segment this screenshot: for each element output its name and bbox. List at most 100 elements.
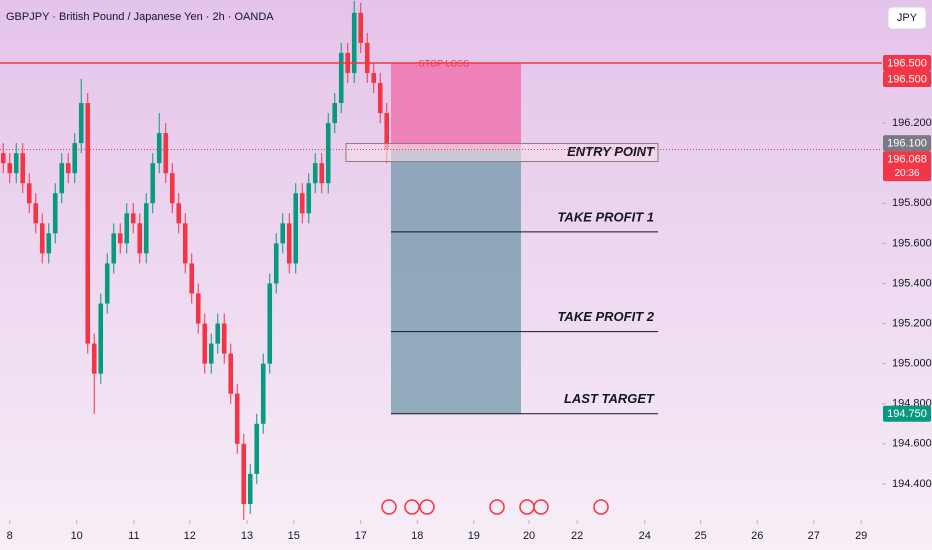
candle-body	[78, 103, 84, 144]
candle-body	[143, 203, 149, 254]
price-badge-label: 196.068	[887, 154, 927, 166]
candle-body	[325, 123, 331, 184]
candle-body	[85, 103, 91, 344]
x-tick-label: 25	[695, 530, 707, 542]
candle-body	[306, 183, 312, 214]
price-badge	[883, 405, 931, 422]
candle-body	[241, 443, 247, 504]
x-tick-label: 26	[751, 530, 763, 542]
candle-body	[20, 153, 26, 184]
event-icons	[381, 499, 609, 515]
level-label: ENTRY POINT	[567, 144, 655, 159]
x-tick-label: 27	[808, 530, 820, 542]
stop-zone	[390, 62, 521, 150]
x-tick-label: 29	[855, 530, 867, 542]
level-label: TAKE PROFIT 1	[557, 209, 654, 224]
candle-body	[111, 233, 117, 264]
currency[interactable]: JPY	[897, 12, 918, 24]
candle-body	[358, 12, 364, 43]
candle-body	[260, 363, 266, 424]
price-badge-label: 196.100	[887, 138, 927, 150]
candle-body	[39, 223, 45, 254]
chart-title: GBPJPY · British Pound / Japanese Yen · …	[6, 11, 274, 23]
candle-body	[72, 143, 78, 174]
x-tick-label: 22	[571, 530, 583, 542]
price-badge	[883, 70, 931, 87]
candle-body	[182, 223, 188, 264]
x-tick-label: 12	[184, 530, 196, 542]
candle-body	[13, 153, 19, 174]
price-badge-sub: 20:36	[894, 168, 919, 179]
currency-button[interactable]	[887, 6, 927, 30]
candle-body	[156, 133, 162, 164]
candle-body	[293, 193, 299, 264]
candle-body	[189, 263, 195, 294]
candle-body	[267, 283, 273, 364]
candle-body	[150, 163, 156, 204]
y-tick-label: 194.600	[892, 438, 932, 450]
y-tick-label: 196.200	[892, 117, 932, 129]
y-tick-label: 194.400	[892, 478, 932, 490]
candle-body	[7, 163, 13, 174]
candle-body	[195, 293, 201, 324]
profit-zone	[390, 149, 521, 414]
candle-body	[215, 323, 221, 344]
candle-body	[124, 213, 130, 244]
candle-body	[33, 203, 39, 224]
candle-body	[228, 353, 234, 394]
candle-body	[208, 343, 214, 364]
x-tick-label: 17	[355, 530, 367, 542]
candle-body	[234, 393, 240, 444]
entry-box	[345, 143, 659, 163]
x-tick-label: 18	[411, 530, 423, 542]
price-badge-label: 196.500	[887, 57, 927, 69]
y-tick-label: 195.400	[892, 277, 932, 289]
candle-body	[104, 263, 110, 304]
y-tick-label: 195.800	[892, 197, 932, 209]
y-tick-label: 195.600	[892, 237, 932, 249]
candle-body	[169, 173, 175, 204]
price-badge-label: 194.750	[887, 408, 927, 420]
candle-body	[273, 243, 279, 284]
candle-body	[364, 42, 370, 73]
candle-body	[91, 343, 97, 374]
x-tick-label: 11	[128, 530, 139, 542]
x-tick-label: 19	[468, 530, 480, 542]
x-tick-label: 8	[7, 530, 13, 542]
level-label: TAKE PROFIT 2	[557, 309, 654, 324]
x-tick-label: 13	[241, 530, 253, 542]
price-badge	[883, 135, 931, 152]
candle-body	[163, 133, 169, 174]
candle-body	[371, 72, 377, 83]
candle-body	[176, 203, 182, 224]
candle-body	[286, 223, 292, 264]
candle-body	[247, 473, 253, 504]
x-tick-label: 20	[523, 530, 535, 542]
candle-body	[130, 213, 136, 224]
candle-body	[351, 12, 357, 73]
candle-body	[26, 183, 32, 204]
candle-body	[221, 323, 227, 354]
y-tick-label: 195.000	[892, 358, 932, 370]
x-tick-label: 15	[288, 530, 300, 542]
x-tick-label: 10	[71, 530, 83, 542]
candle-body	[384, 113, 390, 150]
candle-body	[254, 423, 260, 474]
candle-body	[59, 163, 65, 194]
x-tick-label: 24	[639, 530, 651, 542]
level-label: LAST TARGET	[564, 391, 655, 406]
price-badge	[883, 151, 931, 182]
candle-body	[377, 82, 383, 114]
price-badge-label: 196.500	[887, 73, 927, 85]
candle-body	[280, 223, 286, 244]
candle-body	[0, 153, 6, 164]
candle-body	[332, 103, 338, 124]
price-badge	[883, 54, 931, 71]
candle-body	[117, 233, 123, 244]
candle-body	[202, 323, 208, 364]
candle-body	[338, 52, 344, 104]
y-tick-label: 195.200	[892, 317, 932, 329]
candle-body	[299, 193, 305, 214]
